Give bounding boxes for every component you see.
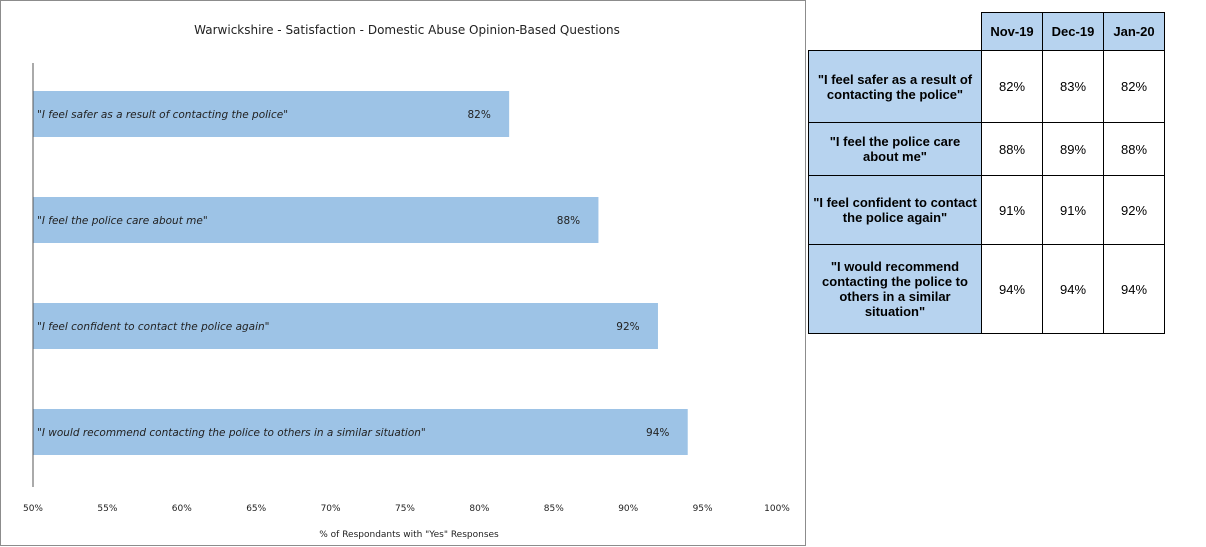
table-cell: 88% bbox=[981, 122, 1043, 176]
row-header: "I feel safer as a result of contacting … bbox=[808, 50, 982, 123]
data-table: Nov-19 Dec-19 Jan-20 "I feel safer as a … bbox=[808, 12, 1165, 334]
table-header-row: Nov-19 Dec-19 Jan-20 bbox=[808, 12, 1165, 51]
bar-chart: Warwickshire - Satisfaction - Domestic A… bbox=[23, 23, 790, 540]
table-cell: 82% bbox=[981, 50, 1043, 123]
chart-title: Warwickshire - Satisfaction - Domestic A… bbox=[194, 23, 620, 37]
table-row: "I feel the police care about me" 88% 89… bbox=[808, 122, 1165, 176]
chart-panel: Warwickshire - Satisfaction - Domestic A… bbox=[0, 0, 806, 546]
row-header: "I feel the police care about me" bbox=[808, 122, 982, 176]
column-header-jan-20: Jan-20 bbox=[1103, 12, 1165, 51]
bar-category-label: "I feel confident to contact the police … bbox=[37, 321, 270, 333]
bar-category-label: "I feel safer as a result of contacting … bbox=[37, 109, 288, 121]
x-axis-title: % of Respondants with "Yes" Responses bbox=[319, 530, 499, 540]
x-tick-label: 65% bbox=[246, 504, 266, 514]
x-tick-label: 55% bbox=[97, 504, 117, 514]
x-tick-label: 95% bbox=[693, 504, 713, 514]
table-cell: 94% bbox=[1103, 244, 1165, 334]
row-header: "I would recommend contacting the police… bbox=[808, 244, 982, 334]
bar-category-label: "I feel the police care about me" bbox=[37, 215, 208, 227]
table-cell: 82% bbox=[1103, 50, 1165, 123]
x-tick-label: 50% bbox=[23, 504, 43, 514]
table-cell: 92% bbox=[1103, 175, 1165, 245]
table-cell: 91% bbox=[1042, 175, 1104, 245]
column-header-dec-19: Dec-19 bbox=[1042, 12, 1104, 51]
x-tick-label: 80% bbox=[469, 504, 489, 514]
row-header: "I feel confident to contact the police … bbox=[808, 175, 982, 245]
table-corner bbox=[808, 12, 982, 51]
table-row: "I feel confident to contact the police … bbox=[808, 175, 1165, 245]
table-cell: 83% bbox=[1042, 50, 1104, 123]
bar-category-label: "I would recommend contacting the police… bbox=[37, 427, 426, 439]
table-row: "I would recommend contacting the police… bbox=[808, 244, 1165, 334]
table-cell: 91% bbox=[981, 175, 1043, 245]
bar-value-label: 82% bbox=[467, 109, 490, 121]
table-cell: 94% bbox=[981, 244, 1043, 334]
table-cell: 88% bbox=[1103, 122, 1165, 176]
x-tick-label: 90% bbox=[618, 504, 638, 514]
x-tick-label: 60% bbox=[172, 504, 192, 514]
column-header-nov-19: Nov-19 bbox=[981, 12, 1043, 51]
table-row: "I feel safer as a result of contacting … bbox=[808, 50, 1165, 123]
bar bbox=[33, 303, 658, 349]
bar-value-label: 94% bbox=[646, 427, 669, 439]
x-tick-label: 75% bbox=[395, 504, 415, 514]
bar bbox=[33, 197, 599, 243]
bar bbox=[33, 91, 510, 137]
x-tick-label: 70% bbox=[321, 504, 341, 514]
x-tick-label: 85% bbox=[544, 504, 564, 514]
bar-value-label: 88% bbox=[557, 215, 580, 227]
bar bbox=[33, 409, 688, 455]
table-cell: 89% bbox=[1042, 122, 1104, 176]
bar-value-label: 92% bbox=[616, 321, 639, 333]
table-cell: 94% bbox=[1042, 244, 1104, 334]
x-tick-label: 100% bbox=[764, 504, 790, 514]
